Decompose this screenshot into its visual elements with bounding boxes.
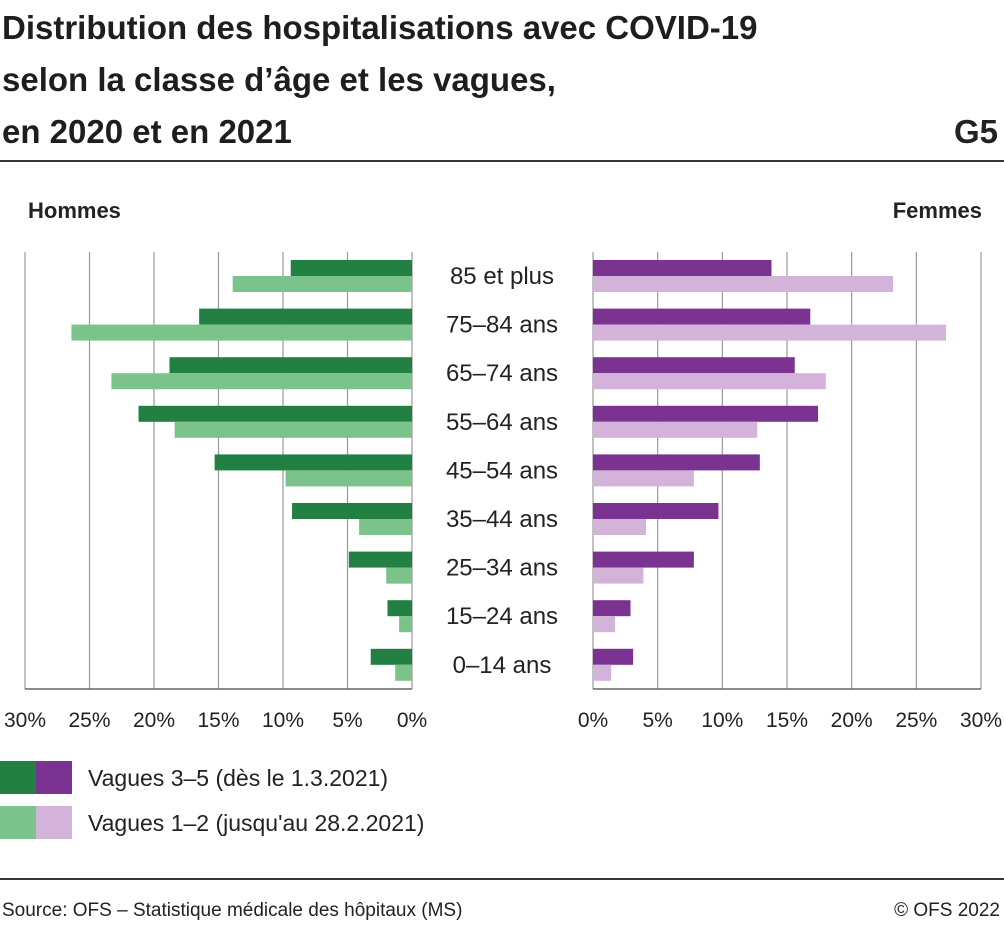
bar-women-wave35-2	[593, 357, 795, 374]
tick-label-men-0: 0%	[397, 709, 427, 732]
bar-women-wave12-5	[593, 519, 647, 535]
bottom-rule	[0, 878, 1004, 880]
tick-label-women-10: 10%	[701, 709, 743, 732]
legend-swatch-women-wave35	[36, 761, 72, 794]
bar-women-wave35-0	[593, 260, 772, 276]
bar-women-wave12-2	[593, 373, 826, 390]
tick-label-women-5: 5%	[642, 709, 672, 732]
title-line-1: Distribution des hospitalisations avec C…	[2, 9, 758, 46]
legend-swatch-men-wave35	[0, 761, 36, 794]
tick-label-men-5: 5%	[332, 709, 362, 732]
tick-label-women-0: 0%	[578, 709, 608, 732]
tick-label-women-15: 15%	[766, 709, 808, 732]
bar-women-wave35-6	[593, 551, 694, 568]
panel-label-women: Femmes	[892, 198, 982, 223]
copyright-note: © OFS 2022	[894, 900, 1000, 921]
tick-label-men-15: 15%	[197, 709, 239, 732]
panel-label-men: Hommes	[28, 198, 121, 223]
bar-women-wave12-7	[593, 616, 615, 633]
bar-men-wave35-6	[348, 551, 412, 568]
bar-women-wave35-8	[593, 648, 634, 665]
category-label-1: 75–84 ans	[446, 312, 558, 339]
tick-label-women-20: 20%	[831, 709, 873, 732]
legend-swatch-women-wave12	[36, 806, 72, 839]
legend-label-wave35: Vagues 3–5 (dès le 1.3.2021)	[88, 765, 389, 791]
pyramid-chart: 0% 0% 5% 5% 10% 10% 15% 15% 20% 20% 25% 25% 30% 30% 85…	[4, 252, 1002, 732]
title-line-3: en 2020 et en 2021	[2, 113, 292, 150]
bar-women-wave12-0	[593, 276, 894, 292]
legend-label-wave12: Vagues 1–2 (jusqu'au 28.2.2021)	[88, 810, 425, 836]
legend-swatch-men-wave12	[0, 806, 36, 839]
category-label-5: 35–44 ans	[446, 506, 558, 533]
bar-men-wave12-0	[232, 276, 412, 292]
bar-women-wave35-3	[593, 405, 819, 422]
bar-men-wave35-8	[370, 648, 412, 665]
tick-label-men-25: 25%	[68, 709, 110, 732]
category-label-4: 45–54 ans	[446, 457, 558, 484]
category-label-6: 25–34 ans	[446, 555, 558, 582]
bar-women-wave35-5	[593, 503, 719, 519]
bar-men-wave12-8	[395, 664, 412, 681]
bar-women-wave12-6	[593, 567, 644, 584]
bar-men-wave12-5	[359, 519, 412, 535]
bar-men-wave35-2	[169, 357, 412, 374]
category-label-7: 15–24 ans	[446, 603, 558, 630]
bar-men-wave35-3	[138, 405, 412, 422]
category-label-8: 0–14 ans	[453, 652, 552, 679]
category-label-3: 55–64 ans	[446, 409, 558, 436]
bar-men-wave35-1	[199, 308, 412, 325]
bar-men-wave35-0	[290, 260, 412, 276]
bar-women-wave12-4	[593, 470, 694, 487]
bar-men-wave12-6	[386, 567, 412, 584]
category-label-2: 65–74 ans	[446, 360, 558, 387]
bar-men-wave35-4	[214, 454, 412, 471]
title-line-2: selon la classe d’âge et les vagues,	[2, 61, 556, 98]
bar-men-wave12-4	[285, 470, 412, 487]
bar-women-wave12-1	[593, 324, 947, 341]
bar-men-wave35-7	[387, 600, 412, 617]
bar-men-wave12-7	[399, 616, 412, 633]
tick-label-men-30: 30%	[4, 709, 46, 732]
tick-label-men-20: 20%	[133, 709, 175, 732]
bar-men-wave12-1	[71, 324, 412, 341]
bar-women-wave35-7	[593, 600, 631, 617]
chart-title: Distribution des hospitalisations avec C…	[2, 2, 902, 158]
bar-men-wave12-2	[111, 373, 413, 390]
category-label-0: 85 et plus	[450, 263, 554, 290]
bar-women-wave35-4	[593, 454, 760, 471]
top-rule	[0, 160, 1004, 162]
tick-label-women-25: 25%	[895, 709, 937, 732]
graph-number: G5	[953, 113, 998, 150]
tick-label-men-10: 10%	[262, 709, 304, 732]
bar-men-wave12-3	[174, 421, 412, 438]
tick-label-women-30: 30%	[960, 709, 1002, 732]
bar-women-wave12-8	[593, 664, 612, 681]
bar-women-wave35-1	[593, 308, 811, 325]
bar-women-wave12-3	[593, 421, 758, 438]
source-note: Source: OFS – Statistique médicale des h…	[2, 900, 463, 921]
bar-men-wave35-5	[292, 503, 412, 519]
